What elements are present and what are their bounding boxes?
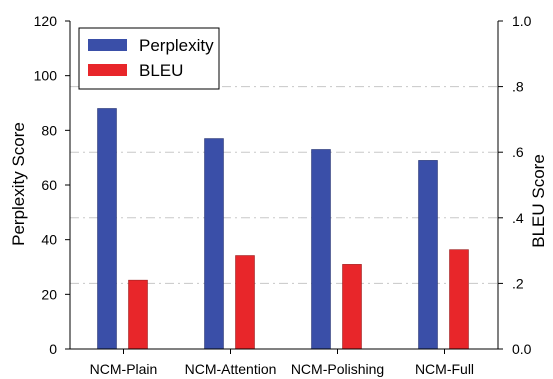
x-tick-label: NCM-Attention — [185, 361, 277, 377]
x-tick-label: NCM-Plain — [90, 361, 158, 377]
bar-bleu-ncm-polishing — [342, 264, 362, 350]
y-tick-label-right: .2 — [512, 275, 524, 291]
right-axis-ticks: 0.0 .2 .4 .6 .8 1.0 — [498, 13, 532, 357]
bar-bleu-ncm-attention — [235, 255, 255, 350]
y-tick-label-right: 0.0 — [512, 341, 532, 357]
y-tick-label-left: 20 — [41, 286, 57, 302]
y-axis-title-left: Perplexity Score — [9, 122, 28, 246]
legend-box — [78, 27, 220, 90]
bar-bleu-ncm-full — [449, 249, 469, 350]
y-tick-label-right: .8 — [512, 79, 524, 95]
legend: Perplexity BLEU — [78, 27, 220, 90]
legend-label-bleu: BLEU — [139, 61, 183, 80]
legend-label-perplexity: Perplexity — [139, 36, 214, 55]
legend-swatch-perplexity — [88, 39, 127, 51]
y-tick-label-left: 40 — [41, 232, 57, 248]
x-axis-ticks: NCM-Plain NCM-Attention NCM-Polishing NCM-F… — [90, 349, 474, 377]
bar-perplexity-ncm-attention — [204, 138, 224, 350]
bar-perplexity-ncm-plain — [97, 108, 117, 350]
y-tick-label-left: 80 — [41, 122, 57, 138]
left-axis-ticks: 0 20 40 60 80 100 120 — [34, 13, 70, 357]
y-tick-label-right: .4 — [512, 210, 524, 226]
y-tick-label-left: 60 — [41, 177, 57, 193]
y-tick-label-left: 0 — [49, 341, 57, 357]
y-tick-label-right: 1.0 — [512, 13, 532, 29]
x-tick-label: NCM-Full — [415, 361, 474, 377]
legend-swatch-bleu — [88, 64, 127, 76]
y-axis-title-right: BLEU Score — [529, 154, 548, 248]
bars — [97, 108, 469, 350]
y-tick-label-left: 120 — [34, 13, 58, 29]
bar-perplexity-ncm-full — [418, 160, 438, 350]
x-tick-label: NCM-Polishing — [291, 361, 384, 377]
bar-bleu-ncm-plain — [128, 279, 148, 350]
y-tick-label-left: 100 — [34, 68, 58, 84]
y-tick-label-right: .6 — [512, 144, 524, 160]
bar-perplexity-ncm-polishing — [311, 149, 331, 350]
